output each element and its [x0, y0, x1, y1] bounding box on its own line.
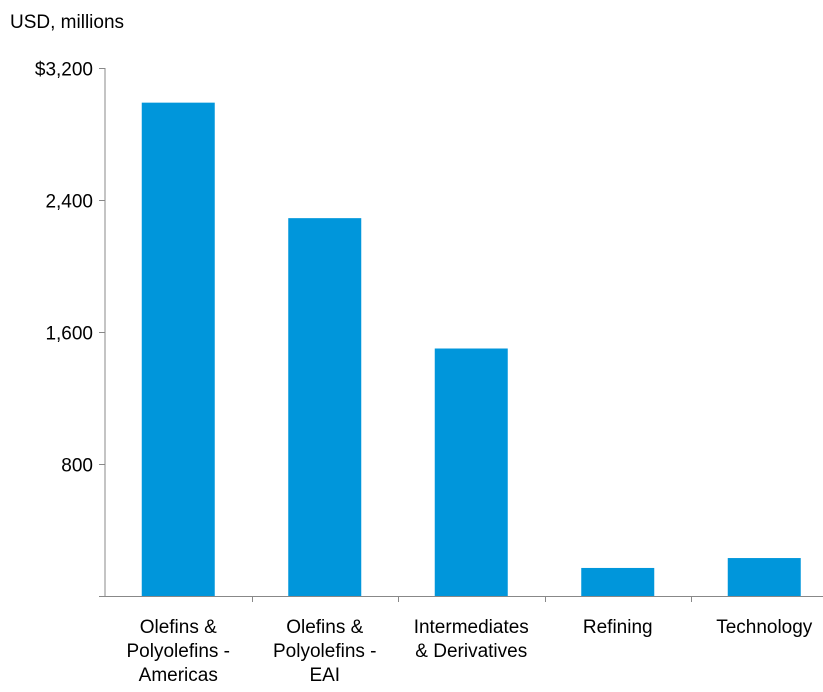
y-tick-label: $3,200	[35, 60, 93, 81]
x-tick-labels: Olefins & Polyolefins -Americas Olefins & P…	[127, 617, 813, 686]
x-tick-label: Technology	[716, 617, 813, 638]
y-tick-labels: $3,200 2,400 1,600 800	[35, 60, 93, 477]
bar	[727, 558, 801, 596]
y-tick-label: 2,400	[45, 192, 93, 213]
bar-series	[141, 102, 801, 597]
x-tick-label: Olefins & Polyolefins -Americas	[127, 617, 231, 686]
y-tick-label: 800	[61, 456, 93, 477]
x-tick-label: Olefins & Polyolefins -EAI	[273, 617, 377, 686]
y-axis-title: USD, millions	[10, 12, 125, 33]
y-tick-label: 1,600	[45, 324, 93, 345]
bar	[581, 567, 655, 596]
bar	[288, 218, 362, 596]
bar	[141, 102, 215, 597]
x-tick-label: Intermediates & Derivatives	[414, 617, 529, 662]
axes	[99, 68, 823, 602]
x-tick-label: Refining	[583, 617, 653, 638]
bar	[434, 348, 508, 596]
